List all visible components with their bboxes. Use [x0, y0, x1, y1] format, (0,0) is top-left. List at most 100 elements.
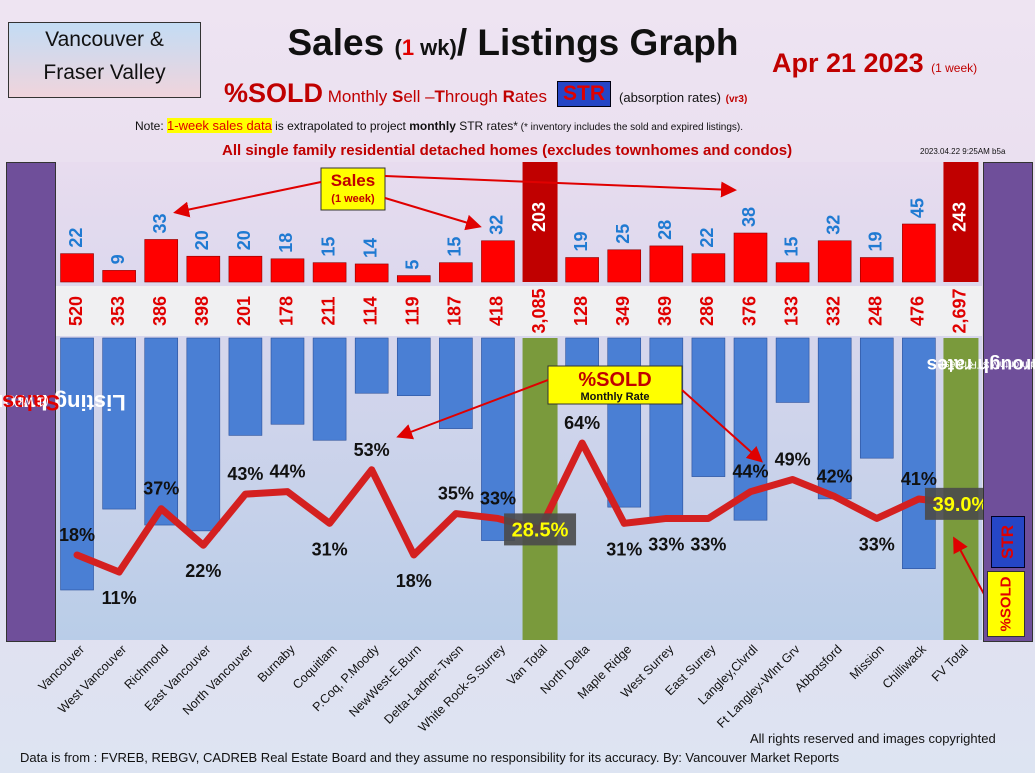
str-label-10: 33% — [480, 488, 516, 508]
str-label-13: 31% — [606, 539, 642, 559]
sales-bar-10 — [481, 240, 515, 283]
inventory-label-0: 520 — [66, 296, 86, 326]
sales-label-10: 32 — [487, 215, 507, 235]
inventory-label-9: 187 — [445, 296, 465, 326]
sales-bar-0 — [60, 253, 94, 283]
inventory-label-21: 2,697 — [950, 288, 970, 333]
sales-bar-14 — [649, 245, 684, 283]
inventory-label-strip — [56, 286, 982, 336]
note: Note: 1-week sales data is extrapolated … — [135, 118, 743, 133]
inventory-label-18: 332 — [823, 296, 843, 326]
inventory-label-8: 119 — [403, 296, 423, 325]
inventory-bar-8 — [396, 337, 431, 396]
title-listings: / Listings Graph — [456, 22, 739, 63]
sales-bar-17 — [775, 262, 810, 283]
sales-bar-19 — [859, 257, 894, 283]
category-label-5: Burnaby — [255, 642, 298, 685]
inventory-bar-10 — [481, 337, 515, 541]
sales-bar-3 — [186, 255, 221, 283]
subtitle: %SOLD Monthly Sell –Through Rates STR (abs… — [224, 78, 747, 109]
report-date: Apr 21 2023 (1 week) — [772, 48, 977, 79]
str-label-5: 44% — [269, 462, 305, 482]
footer-data-source: Data is from : FVREB, REBGV, CADREB Real… — [20, 750, 840, 765]
left-wk: (1 wk) — [13, 394, 49, 410]
inventory-label-1: 353 — [108, 296, 128, 326]
arrow-sold-right — [681, 389, 763, 463]
sales-label-15: 22 — [697, 228, 717, 248]
str-label-12: 64% — [564, 413, 600, 433]
sales-label-11: 203 — [529, 202, 549, 232]
region-box: Vancouver & Fraser Valley — [8, 22, 201, 98]
inventory-label-16: 376 — [739, 296, 759, 326]
str-label-18: 42% — [817, 467, 853, 487]
sales-bar-2 — [144, 239, 179, 283]
category-label-20: Chilliwack — [880, 642, 930, 692]
sales-bar-4 — [228, 255, 263, 283]
str-label-3: 22% — [185, 561, 221, 581]
sold-callout-box — [547, 365, 683, 405]
sales-label-0: 22 — [66, 228, 86, 248]
title-paren-open: ( — [394, 35, 402, 60]
note-prefix: Note: — [135, 119, 168, 133]
arrow-sales-whiterock — [384, 197, 482, 231]
inventory-bar-0 — [60, 337, 94, 591]
sales-bar-8 — [396, 275, 431, 283]
date-sub: (1 week) — [931, 61, 978, 75]
inventory-bar-1 — [102, 337, 136, 510]
inventory-label-2: 386 — [150, 296, 170, 326]
subtitle2-main: All single family residential detached h… — [222, 142, 538, 159]
inventory-bar-9 — [439, 337, 473, 429]
arrow-sold-left — [396, 379, 549, 440]
inventory-bar-19 — [859, 337, 894, 459]
inventory-label-7: 114 — [360, 296, 380, 325]
inventory-bar-6 — [312, 337, 347, 441]
arrow-sales-richmond — [173, 181, 322, 218]
inventory-bar-15 — [691, 337, 726, 477]
sales-label-1: 9 — [108, 254, 128, 264]
category-label-17: Ft Langley-Wlnt Grv — [714, 642, 803, 731]
note-end: STR rates* — [455, 119, 518, 133]
subtitle-ell: ell – — [403, 87, 435, 106]
inventory-label-20: 476 — [908, 296, 928, 326]
str-label-16: 44% — [732, 462, 768, 482]
total-sales-bar-21 — [943, 162, 979, 282]
right-small: (projected monthly STR rates) — [941, 358, 1035, 370]
sales-label-14: 28 — [655, 220, 675, 240]
str-label-0: 18% — [59, 525, 95, 545]
sales-label-16: 38 — [739, 207, 759, 227]
sales-bar-18 — [817, 240, 852, 283]
note-small: (* inventory includes the sold and expir… — [517, 122, 744, 133]
subtitle-s: S — [392, 87, 404, 106]
inventory-label-12: 128 — [571, 296, 591, 326]
page-title: Sales (1 wk)/ Listings Graph — [258, 22, 768, 64]
timestamp: 2023.04.22 9:25AM b5a — [920, 147, 1006, 156]
subtitle-mid: Monthly — [323, 87, 392, 106]
str-side-text: STR — [998, 525, 1017, 559]
sold-side-text: %SOLD — [997, 576, 1015, 632]
subtitle-2: All single family residential detached h… — [222, 142, 792, 159]
sales-label-13: 25 — [613, 224, 633, 244]
inventory-bar-20 — [902, 337, 936, 569]
sales-bar-20 — [902, 223, 936, 283]
note-mid: is extrapolated to project — [271, 119, 410, 133]
inventory-label-11: 3,085 — [529, 288, 549, 333]
sold-side-badge: %SOLD — [987, 571, 1025, 637]
sales-label-21: 243 — [950, 202, 970, 232]
sales-bar-15 — [691, 253, 726, 283]
sales-label-9: 15 — [445, 237, 465, 257]
inventory-bar-17 — [775, 337, 810, 403]
inventory-label-15: 286 — [697, 296, 717, 326]
title-wk: wk) — [414, 35, 457, 60]
inventory-bar-2 — [144, 337, 179, 526]
inventory-label-13: 349 — [613, 296, 633, 326]
subtitle-hrough: hrough — [444, 87, 503, 106]
inventory-label-14: 369 — [655, 296, 675, 326]
sales-label-8: 5 — [403, 260, 423, 270]
inventory-label-19: 248 — [866, 296, 886, 326]
sales-label-7: 14 — [360, 238, 380, 258]
str-label-19: 33% — [859, 534, 895, 554]
sold-callout-title: %SOLD — [578, 369, 651, 391]
sales-label-17: 15 — [781, 237, 801, 257]
sales-label-20: 45 — [908, 198, 928, 218]
